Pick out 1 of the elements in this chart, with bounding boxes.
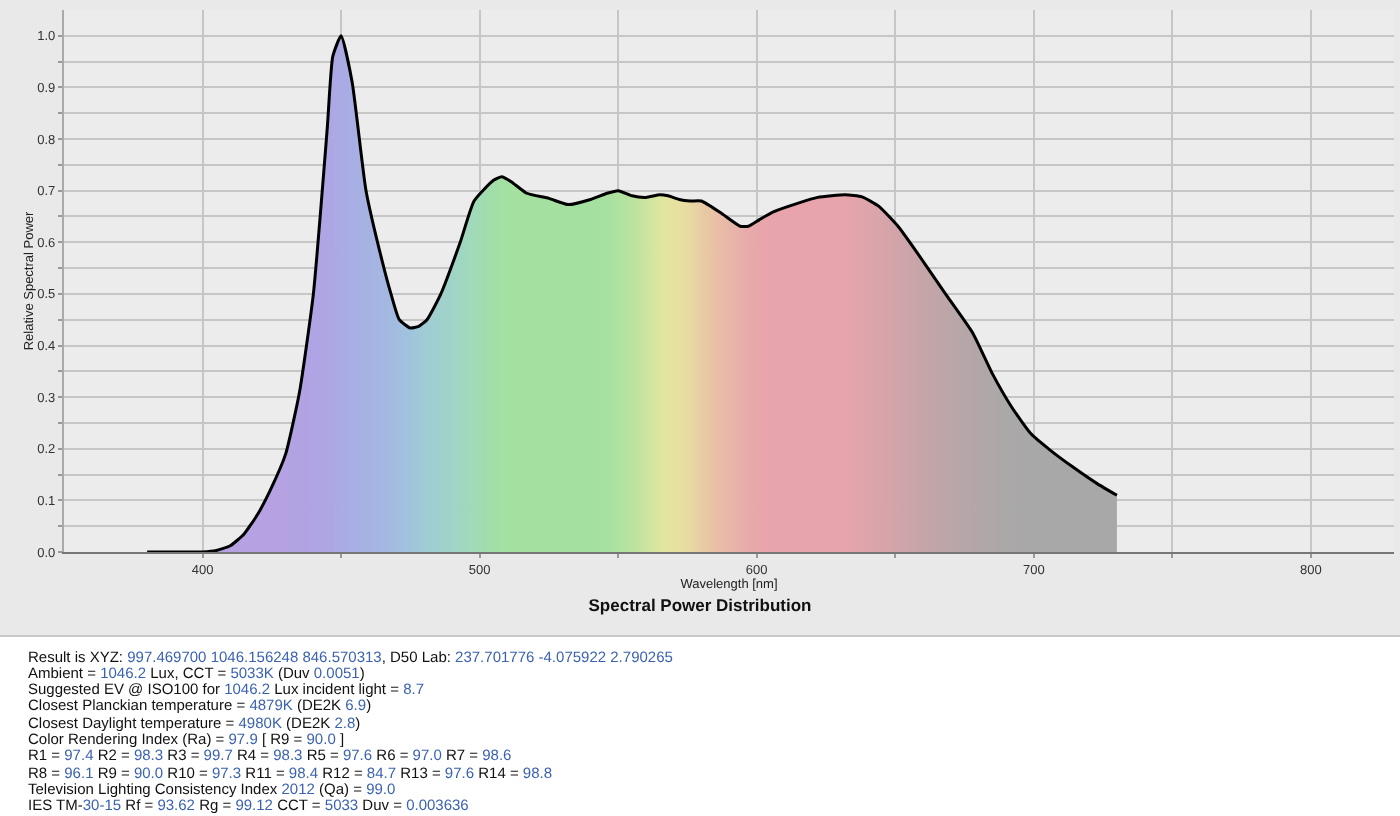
text: Spectral Power Distribution — [588, 594, 812, 615]
